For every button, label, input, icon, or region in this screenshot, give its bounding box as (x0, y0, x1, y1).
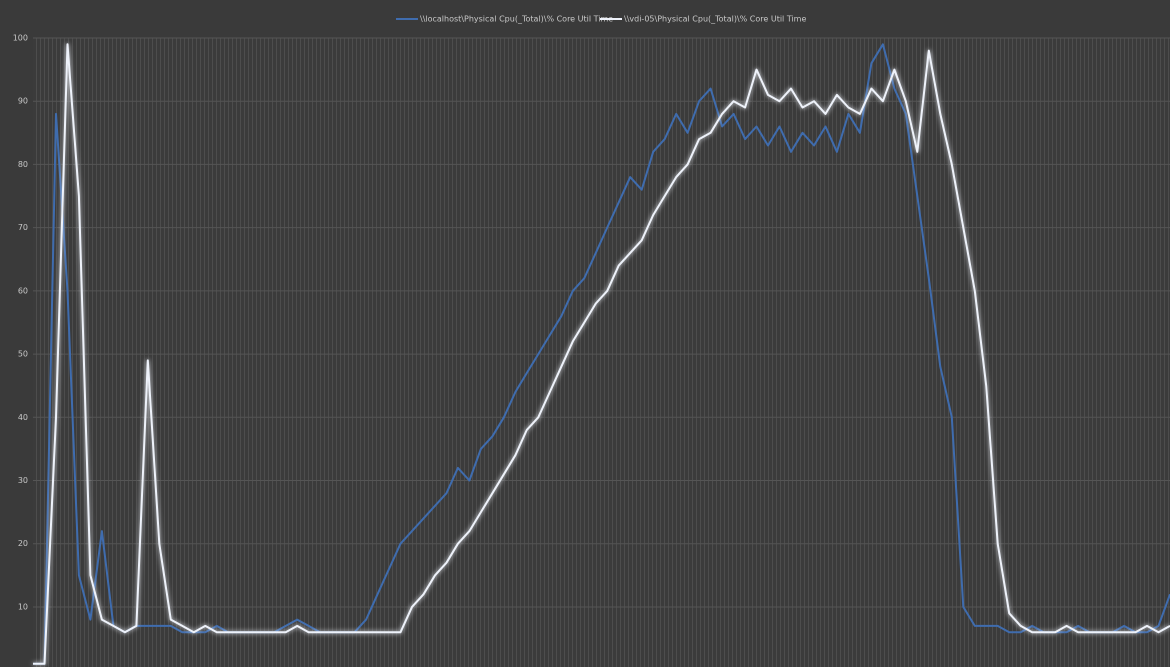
y-tick-label: 60 (18, 286, 28, 295)
legend-label: \\localhost\Physical Cpu(_Total)\% Core … (420, 15, 613, 24)
series-line (33, 43, 1170, 665)
legend-label: \\vdi-05\Physical Cpu(_Total)\% Core Uti… (624, 15, 806, 24)
y-tick-label: 30 (18, 476, 28, 485)
plot-area (33, 38, 1170, 667)
series-line (33, 43, 1170, 665)
y-tick-label: 20 (18, 539, 28, 548)
y-tick-label: 50 (18, 350, 28, 359)
y-tick-label: 80 (18, 160, 28, 169)
y-tick-label: 40 (18, 413, 28, 422)
y-tick-label: 90 (18, 97, 28, 106)
y-tick-label: 100 (13, 34, 28, 43)
y-tick-label: 70 (18, 223, 28, 232)
y-tick-label: 10 (18, 602, 28, 611)
